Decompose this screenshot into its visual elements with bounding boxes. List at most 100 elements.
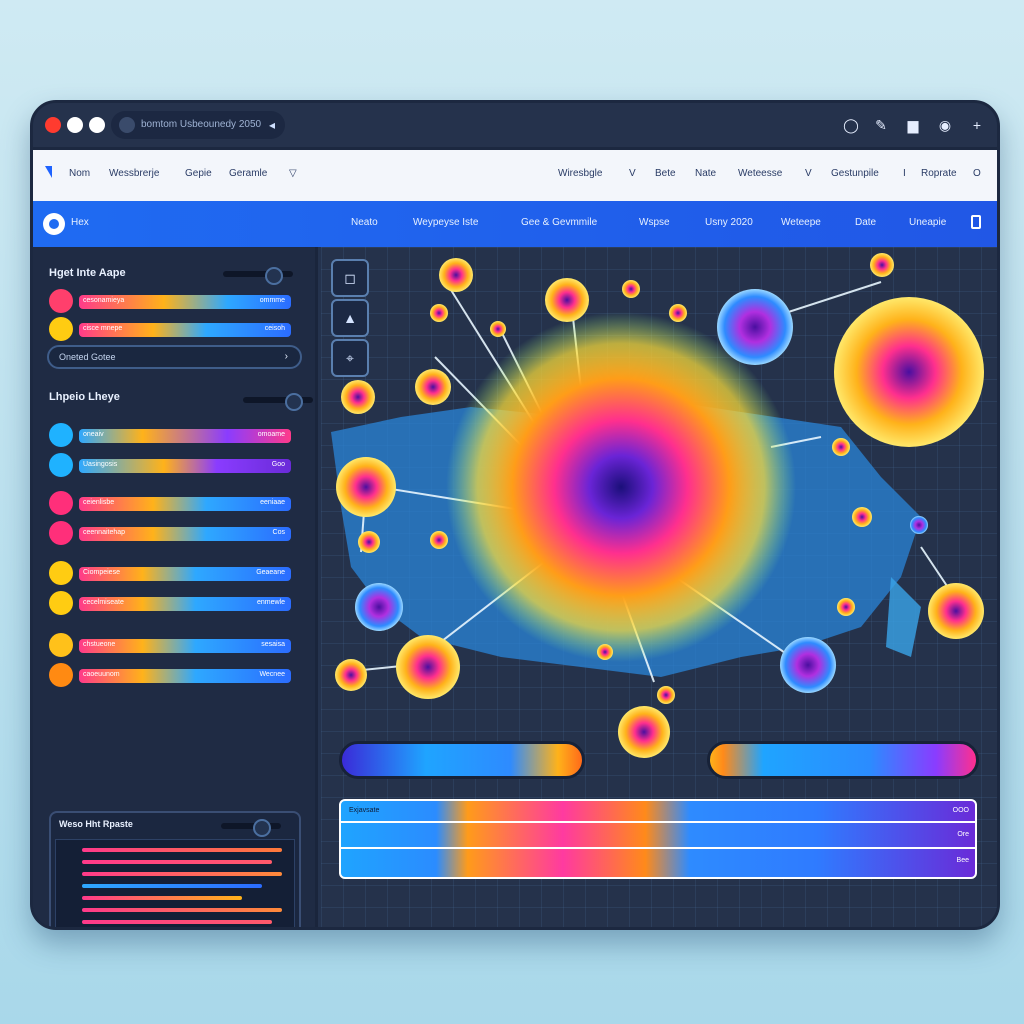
- marker-dot[interactable]: [430, 531, 448, 549]
- topnav-item-3[interactable]: Geramle: [229, 168, 268, 179]
- range-bar-right[interactable]: [707, 741, 979, 779]
- marker-dot[interactable]: [597, 644, 613, 660]
- mini-card-slider[interactable]: [221, 819, 281, 837]
- heat-spot-right[interactable]: [834, 297, 984, 447]
- bluebar-item-1[interactable]: Weypeyse Iste: [413, 217, 479, 228]
- heat-spot-upper[interactable]: [717, 289, 793, 365]
- dropdown-chevron-icon[interactable]: ▽: [289, 168, 297, 179]
- heat-spot-south[interactable]: [396, 635, 460, 699]
- bluebar-item-2[interactable]: Gee & Gevmmile: [521, 217, 598, 228]
- circle-icon[interactable]: ◯: [843, 117, 859, 133]
- row-label: chstueone: [83, 641, 116, 648]
- topnav-item-0[interactable]: Nom: [69, 168, 91, 179]
- row-value: sesaisa: [261, 641, 285, 648]
- topnav-right-0[interactable]: Wiresbgle: [558, 168, 603, 179]
- plus-icon[interactable]: +: [972, 117, 982, 133]
- topnav-right-9[interactable]: O: [973, 168, 981, 179]
- topnav-right-2[interactable]: Bete: [655, 168, 676, 179]
- topnav-right-6[interactable]: Gestunpile: [831, 168, 879, 179]
- status-dot: [49, 663, 73, 687]
- heat-spot-northwest[interactable]: [439, 258, 473, 292]
- chart-line: [82, 920, 272, 924]
- section2-slider[interactable]: [243, 393, 313, 411]
- bluebar-item-4[interactable]: Usny 2020: [705, 217, 753, 228]
- marker-dot[interactable]: [870, 253, 894, 277]
- close-window-button[interactable]: [45, 117, 61, 133]
- record-icon[interactable]: ◉: [938, 117, 952, 133]
- topnav-item-1[interactable]: Wessbrerje: [109, 168, 160, 179]
- minimize-window-button[interactable]: [67, 117, 83, 133]
- topnav-right-5[interactable]: V: [805, 168, 812, 179]
- chart-line: [82, 872, 282, 876]
- range-bar-left[interactable]: [339, 741, 585, 779]
- triangle-tool-button[interactable]: ▲: [331, 299, 369, 337]
- home-label[interactable]: Hex: [71, 217, 89, 228]
- home-icon[interactable]: [43, 213, 65, 235]
- legend-divider: [341, 821, 975, 823]
- heat-spot-north[interactable]: [545, 278, 589, 322]
- bluebar-item-7[interactable]: Uneapie: [909, 217, 947, 228]
- list-item[interactable]: cecelmiseate enmewle: [49, 591, 294, 615]
- marker-dot[interactable]: [358, 531, 380, 553]
- marker-dot[interactable]: [490, 321, 506, 337]
- address-bar[interactable]: bomtom Usbeounedy 2050 ◂: [111, 111, 285, 139]
- bluebar-item-6[interactable]: Date: [855, 217, 877, 228]
- legend-value: OOO: [952, 807, 969, 814]
- topnav-right-3[interactable]: Nate: [695, 168, 717, 179]
- top-navigation: Nom Wessbrerje Gepie Geramle ▽ Wiresbgle…: [33, 147, 997, 201]
- list-item[interactable]: cesonamieya ommme: [49, 289, 294, 313]
- list-item[interactable]: caoeuunom Wecnee: [49, 663, 294, 687]
- pin-tool-button[interactable]: ⌖: [331, 339, 369, 377]
- chart-line: [82, 848, 282, 852]
- list-item[interactable]: cisce mnepe ceisoh: [49, 317, 294, 341]
- square-tool-button[interactable]: ◻: [331, 259, 369, 297]
- heat-spot-east[interactable]: [928, 583, 984, 639]
- list-item[interactable]: ceienlisbe eeniaae: [49, 491, 294, 515]
- bluebar-item-0[interactable]: Neato: [351, 217, 378, 228]
- heat-spot-southwest-small[interactable]: [335, 659, 367, 691]
- marker-dot[interactable]: [837, 598, 855, 616]
- bluebar-item-5[interactable]: Weteepe: [781, 217, 821, 228]
- topnav-item-2[interactable]: Gepie: [185, 168, 212, 179]
- list-item[interactable]: Uasingosis Goo: [49, 453, 294, 477]
- heat-spot-southwest[interactable]: [355, 583, 403, 631]
- document-icon[interactable]: [971, 215, 981, 229]
- list-item[interactable]: oneaiv omoame: [49, 423, 294, 447]
- marker-dot[interactable]: [910, 516, 928, 534]
- heatmap-visual[interactable]: [321, 247, 1000, 767]
- heat-spot-west[interactable]: [336, 457, 396, 517]
- list-item[interactable]: ceennaitehap Cos: [49, 521, 294, 545]
- file-icon[interactable]: ▆: [907, 117, 919, 133]
- maximize-window-button[interactable]: [89, 117, 105, 133]
- status-dot: [49, 491, 73, 515]
- marker-dot[interactable]: [622, 280, 640, 298]
- list-item[interactable]: Ciompeiese Geaeane: [49, 561, 294, 585]
- site-icon: [119, 117, 135, 133]
- legend-divider: [341, 847, 975, 849]
- heat-spot-lower-right[interactable]: [780, 637, 836, 693]
- marker-dot[interactable]: [669, 304, 687, 322]
- heat-spot-far-west[interactable]: [341, 380, 375, 414]
- search-input[interactable]: Oneted Gotee ›: [47, 345, 302, 369]
- topnav-right-8[interactable]: Roprate: [921, 168, 957, 179]
- pen-icon[interactable]: ✎: [875, 117, 887, 133]
- back-arrow-icon[interactable]: ◂: [268, 118, 275, 132]
- heatmap-panel: ◻ ▲ ⌖ Exjavsate OOO Ore Bee: [321, 247, 1000, 927]
- list-item[interactable]: chstueone sesaisa: [49, 633, 294, 657]
- value-bar: cesonamieya ommme: [79, 295, 291, 309]
- value-bar: oneaiv omoame: [79, 429, 291, 443]
- topnav-right-4[interactable]: Weteesse: [738, 168, 783, 179]
- marker-dot[interactable]: [832, 438, 850, 456]
- heat-core-large[interactable]: [446, 312, 796, 662]
- heat-spot-bottom[interactable]: [618, 706, 670, 758]
- section1-slider[interactable]: [223, 267, 293, 285]
- marker-dot[interactable]: [657, 686, 675, 704]
- topnav-right-1[interactable]: V: [629, 168, 636, 179]
- row-value: Goo: [271, 461, 285, 468]
- heat-spot-mid-west[interactable]: [415, 369, 451, 405]
- value-bar: cecelmiseate enmewle: [79, 597, 291, 611]
- bluebar-item-3[interactable]: Wspse: [639, 217, 670, 228]
- row-label: cesonamieya: [83, 297, 125, 304]
- marker-dot[interactable]: [852, 507, 872, 527]
- marker-dot[interactable]: [430, 304, 448, 322]
